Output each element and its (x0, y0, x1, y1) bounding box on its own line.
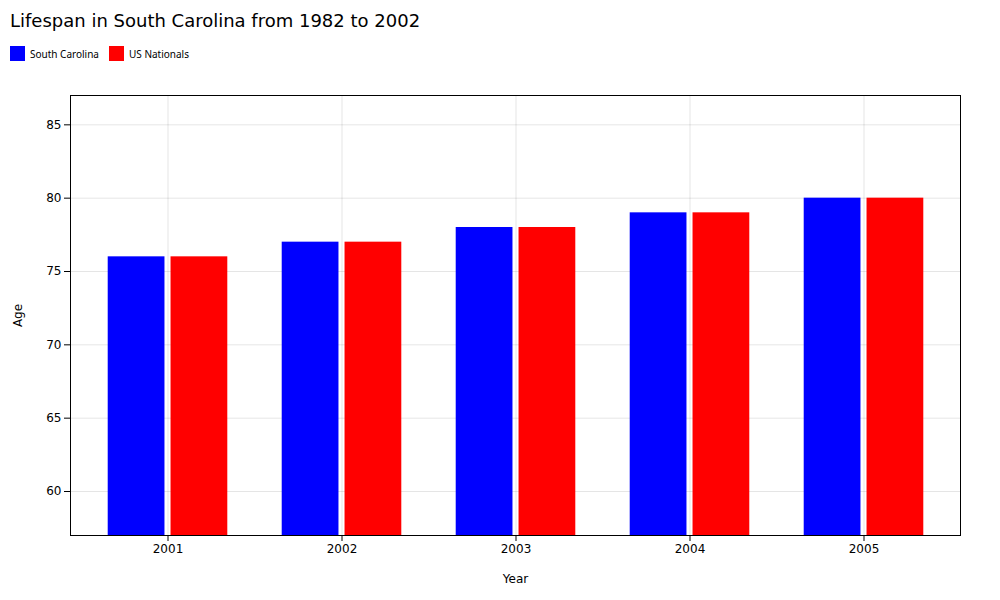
svg-text:2004: 2004 (675, 542, 706, 556)
svg-text:85: 85 (46, 118, 61, 132)
svg-text:75: 75 (46, 264, 61, 278)
svg-text:Year: Year (502, 572, 528, 586)
svg-text:2005: 2005 (849, 542, 880, 556)
svg-text:60: 60 (46, 484, 61, 498)
html-text:US Nationals: US Nationals (129, 46, 189, 61)
svg-text:80: 80 (46, 191, 61, 205)
html-text:South Carolina: South Carolina (30, 46, 99, 61)
svg-text:Age: Age (11, 304, 25, 327)
svg-text:2003: 2003 (501, 542, 532, 556)
svg-text:2001: 2001 (153, 542, 184, 556)
svg-text:2002: 2002 (327, 542, 358, 556)
svg-text:65: 65 (46, 411, 61, 425)
html-text:Lifespan in South Carolina fro: Lifespan in South Carolina from 1982 to … (10, 10, 421, 31)
svg-text:70: 70 (46, 338, 61, 352)
